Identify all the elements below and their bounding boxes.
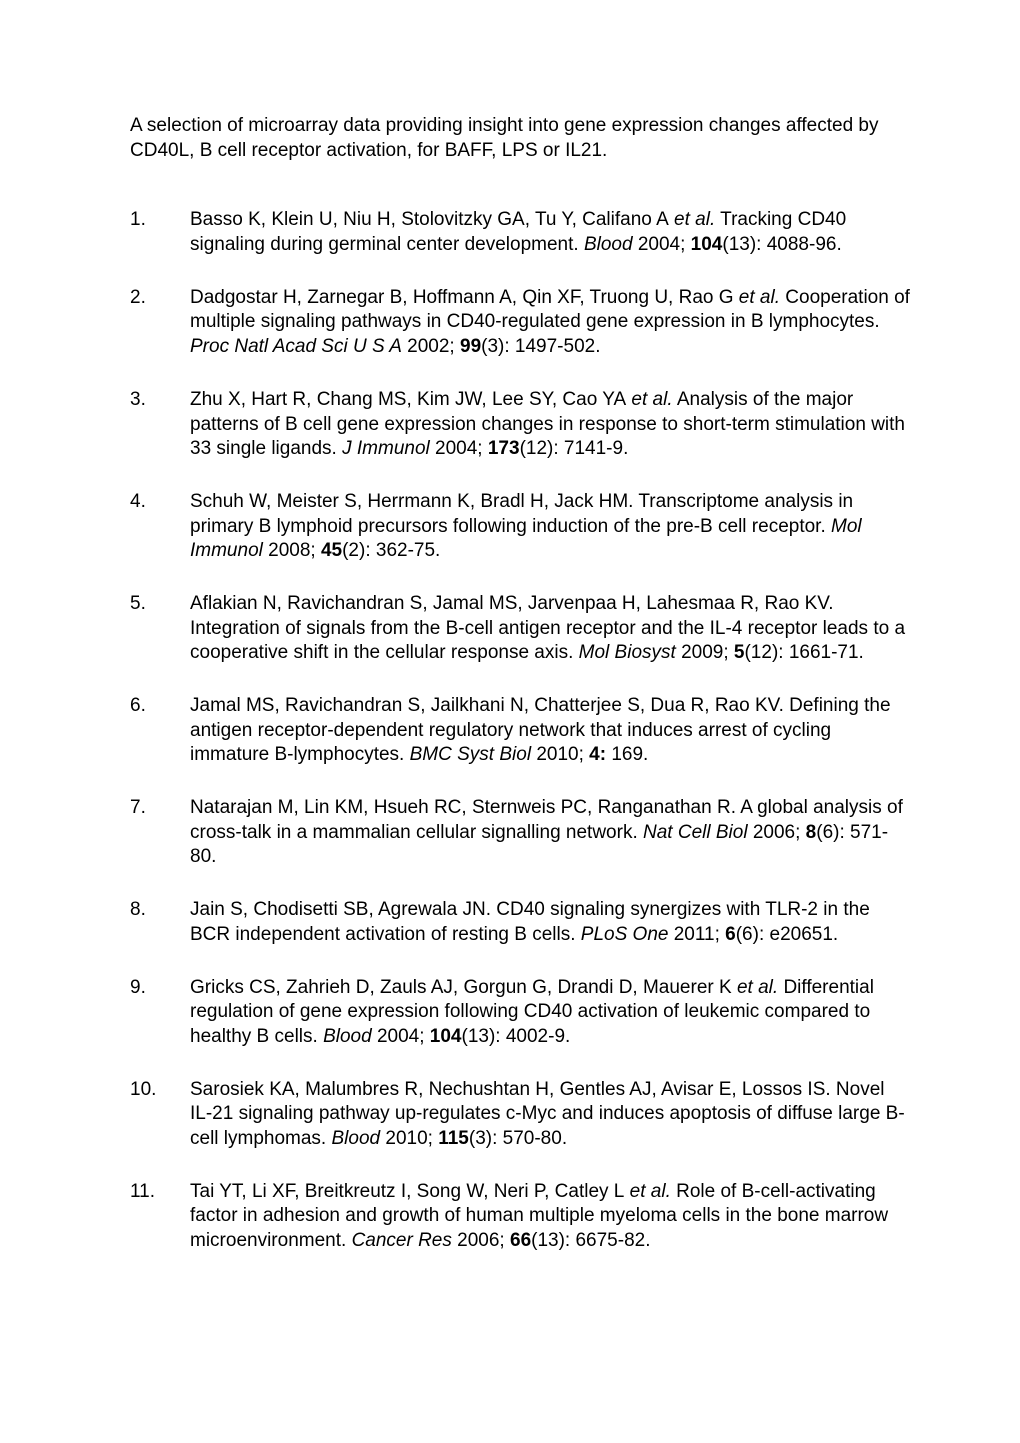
reference-year: 2002; [402, 336, 460, 357]
reference-journal: Nat Cell Biol [643, 822, 748, 843]
reference-issue-pages: (12): 1661-71. [744, 642, 863, 663]
reference-item: 9.Gricks CS, Zahrieh D, Zauls AJ, Gorgun… [130, 976, 910, 1050]
reference-text: Schuh W, Meister S, Herrmann K, Bradl H,… [190, 490, 910, 564]
reference-text: Sarosiek KA, Malumbres R, Nechushtan H, … [190, 1078, 910, 1152]
reference-volume: 66 [510, 1230, 531, 1251]
reference-issue-pages: 169. [606, 744, 648, 765]
reference-authors: Natarajan M, Lin KM, Hsueh RC, Sternweis… [190, 797, 736, 818]
reference-volume: 6 [725, 924, 736, 945]
reference-year: 2011; [668, 924, 725, 945]
reference-number: 8. [130, 898, 190, 947]
reference-text: Gricks CS, Zahrieh D, Zauls AJ, Gorgun G… [190, 976, 910, 1050]
reference-number: 11. [130, 1180, 190, 1254]
reference-number: 5. [130, 592, 190, 666]
reference-volume: 104 [430, 1026, 462, 1047]
reference-journal: Cancer Res [352, 1230, 452, 1251]
reference-issue-pages: (12): 7141-9. [520, 438, 629, 459]
reference-text: Jain S, Chodisetti SB, Agrewala JN. CD40… [190, 898, 910, 947]
reference-number: 2. [130, 286, 190, 360]
reference-year: 2004; [633, 234, 691, 255]
reference-volume: 5 [734, 642, 745, 663]
reference-journal: Proc Natl Acad Sci U S A [190, 336, 402, 357]
reference-year: 2006; [748, 822, 806, 843]
reference-volume: 115 [438, 1128, 469, 1149]
reference-journal: Blood [584, 234, 633, 255]
reference-number: 6. [130, 694, 190, 768]
reference-etal: et al. [624, 1181, 670, 1202]
reference-item: 6.Jamal MS, Ravichandran S, Jailkhani N,… [130, 694, 910, 768]
reference-item: 8.Jain S, Chodisetti SB, Agrewala JN. CD… [130, 898, 910, 947]
reference-journal: Blood [332, 1128, 381, 1149]
reference-year: 2010; [531, 744, 589, 765]
reference-authors: Zhu X, Hart R, Chang MS, Kim JW, Lee SY,… [190, 389, 626, 410]
reference-volume: 173 [488, 438, 520, 459]
reference-issue-pages: (13): 6675-82. [531, 1230, 650, 1251]
reference-text: Jamal MS, Ravichandran S, Jailkhani N, C… [190, 694, 910, 768]
reference-year: 2006; [452, 1230, 510, 1251]
reference-text: Aflakian N, Ravichandran S, Jamal MS, Ja… [190, 592, 910, 666]
reference-text: Basso K, Klein U, Niu H, Stolovitzky GA,… [190, 208, 910, 257]
reference-text: Tai YT, Li XF, Breitkreutz I, Song W, Ne… [190, 1180, 910, 1254]
reference-text: Zhu X, Hart R, Chang MS, Kim JW, Lee SY,… [190, 388, 910, 462]
reference-etal: et al. [732, 977, 778, 998]
reference-authors: Aflakian N, Ravichandran S, Jamal MS, Ja… [190, 593, 834, 614]
reference-item: 10.Sarosiek KA, Malumbres R, Nechushtan … [130, 1078, 910, 1152]
reference-issue-pages: (13): 4088-96. [722, 234, 841, 255]
reference-item: 1.Basso K, Klein U, Niu H, Stolovitzky G… [130, 208, 910, 257]
reference-issue-pages: (13): 4002-9. [462, 1026, 571, 1047]
reference-item: 7.Natarajan M, Lin KM, Hsueh RC, Sternwe… [130, 796, 910, 870]
reference-number: 1. [130, 208, 190, 257]
reference-item: 11.Tai YT, Li XF, Breitkreutz I, Song W,… [130, 1180, 910, 1254]
reference-issue-pages: (3): 1497-502. [481, 336, 600, 357]
reference-authors: Tai YT, Li XF, Breitkreutz I, Song W, Ne… [190, 1181, 624, 1202]
reference-text: Dadgostar H, Zarnegar B, Hoffmann A, Qin… [190, 286, 910, 360]
reference-volume: 45 [321, 540, 342, 561]
reference-number: 9. [130, 976, 190, 1050]
reference-item: 4.Schuh W, Meister S, Herrmann K, Bradl … [130, 490, 910, 564]
reference-authors: Jamal MS, Ravichandran S, Jailkhani N, C… [190, 695, 784, 716]
reference-item: 5.Aflakian N, Ravichandran S, Jamal MS, … [130, 592, 910, 666]
reference-journal: Blood [323, 1026, 372, 1047]
reference-journal: Mol Biosyst [579, 642, 676, 663]
reference-number: 10. [130, 1078, 190, 1152]
reference-item: 2.Dadgostar H, Zarnegar B, Hoffmann A, Q… [130, 286, 910, 360]
reference-etal: et al. [626, 389, 672, 410]
reference-volume: 104 [691, 234, 723, 255]
reference-year: 2009; [676, 642, 734, 663]
reference-year: 2008; [263, 540, 321, 561]
reference-list: 1.Basso K, Klein U, Niu H, Stolovitzky G… [130, 208, 910, 1253]
reference-year: 2004; [430, 438, 488, 459]
reference-issue-pages: (3): 570-80. [469, 1128, 567, 1149]
reference-number: 7. [130, 796, 190, 870]
reference-authors: Sarosiek KA, Malumbres R, Nechushtan H, … [190, 1079, 831, 1100]
reference-number: 4. [130, 490, 190, 564]
reference-authors: Basso K, Klein U, Niu H, Stolovitzky GA,… [190, 209, 669, 230]
intro-paragraph: A selection of microarray data providing… [130, 114, 910, 163]
reference-volume: 99 [460, 336, 481, 357]
reference-issue-pages: (2): 362-75. [342, 540, 440, 561]
reference-item: 3.Zhu X, Hart R, Chang MS, Kim JW, Lee S… [130, 388, 910, 462]
reference-authors: Gricks CS, Zahrieh D, Zauls AJ, Gorgun G… [190, 977, 732, 998]
reference-issue-pages: (6): e20651. [736, 924, 838, 945]
reference-number: 3. [130, 388, 190, 462]
reference-etal: et al. [734, 287, 780, 308]
reference-volume: 8 [806, 822, 817, 843]
reference-text: Natarajan M, Lin KM, Hsueh RC, Sternweis… [190, 796, 910, 870]
page-container: A selection of microarray data providing… [0, 0, 1020, 1377]
reference-volume: 4: [589, 744, 606, 765]
reference-authors: Dadgostar H, Zarnegar B, Hoffmann A, Qin… [190, 287, 734, 308]
reference-journal: BMC Syst Biol [410, 744, 531, 765]
reference-authors: Jain S, Chodisetti SB, Agrewala JN. [190, 899, 491, 920]
reference-journal: PLoS One [581, 924, 669, 945]
reference-journal: J Immunol [342, 438, 430, 459]
reference-year: 2004; [372, 1026, 430, 1047]
reference-year: 2010; [380, 1128, 438, 1149]
reference-authors: Schuh W, Meister S, Herrmann K, Bradl H,… [190, 491, 633, 512]
reference-etal: et al. [669, 209, 715, 230]
